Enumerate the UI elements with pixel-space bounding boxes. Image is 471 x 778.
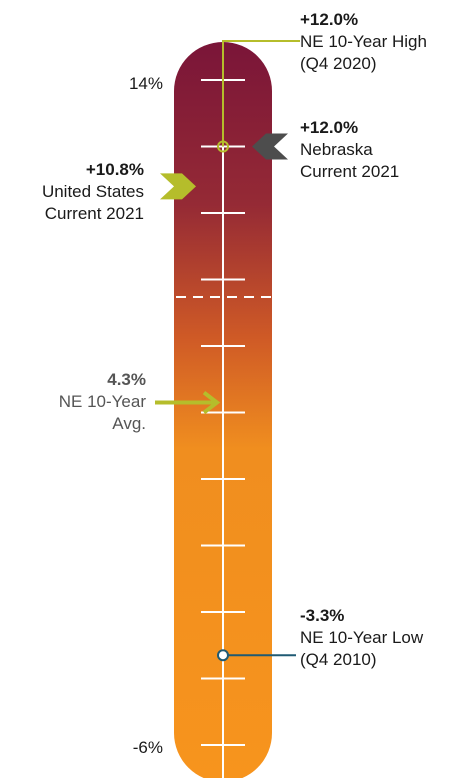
- low-label: -3.3% NE 10-Year Low (Q4 2010): [300, 605, 423, 671]
- high-value: +12.0%: [300, 9, 427, 31]
- ne-current-line1: Nebraska: [300, 139, 399, 161]
- low-value: -3.3%: [300, 605, 423, 627]
- ne-current-label: +12.0% Nebraska Current 2021: [300, 117, 399, 183]
- low-line1: NE 10-Year Low: [300, 627, 423, 649]
- low-dot: [218, 650, 228, 660]
- ne-current-line2: Current 2021: [300, 161, 399, 183]
- us-current-line1: United States: [42, 181, 144, 203]
- avg-label: 4.3% NE 10-Year Avg.: [59, 369, 146, 435]
- ne-current-value: +12.0%: [300, 117, 399, 139]
- us-current-line2: Current 2021: [42, 203, 144, 225]
- avg-line2: Avg.: [59, 413, 146, 435]
- avg-value: 4.3%: [59, 369, 146, 391]
- high-line1: NE 10-Year High: [300, 31, 427, 53]
- low-line2: (Q4 2010): [300, 649, 423, 671]
- high-line2: (Q4 2020): [300, 53, 427, 75]
- axis-top-label: 14%: [129, 73, 163, 95]
- high-label: +12.0% NE 10-Year High (Q4 2020): [300, 9, 427, 75]
- avg-line1: NE 10-Year: [59, 391, 146, 413]
- us-current-label: +10.8% United States Current 2021: [42, 159, 144, 225]
- us-current-value: +10.8%: [42, 159, 144, 181]
- axis-bottom-label: -6%: [133, 737, 163, 759]
